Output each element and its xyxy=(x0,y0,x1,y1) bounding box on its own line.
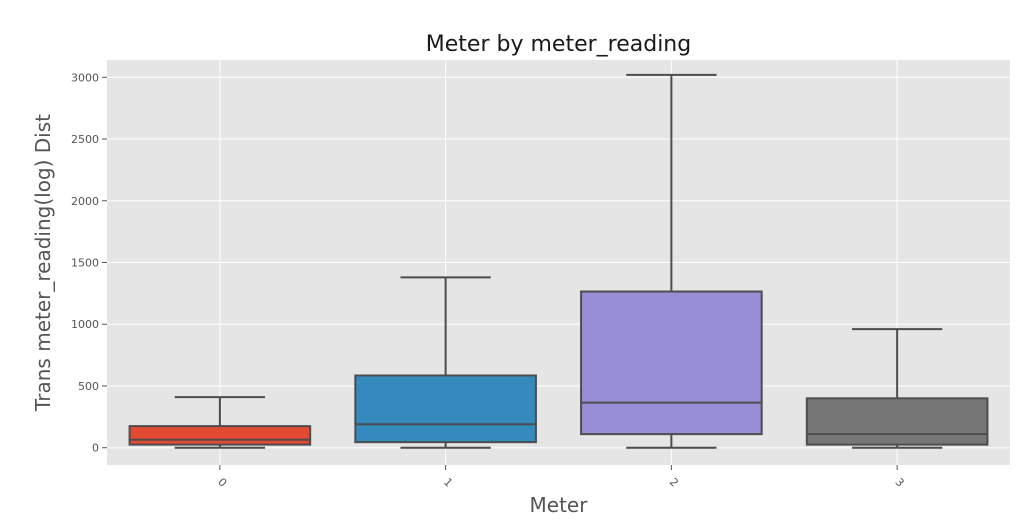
y-axis-label: Trans meter_reading(log) Dist xyxy=(31,114,55,412)
boxes xyxy=(128,73,989,449)
box-0 xyxy=(128,396,312,449)
x-tick-label: 3 xyxy=(893,475,907,489)
box-body xyxy=(580,290,763,436)
box-body xyxy=(128,425,312,446)
y-tick-label: 1500 xyxy=(71,257,99,270)
y-tick-label: 500 xyxy=(78,380,99,393)
x-tick-label: 0 xyxy=(215,475,229,489)
y-tick-label: 1000 xyxy=(71,318,99,331)
box-3 xyxy=(805,328,989,449)
x-tick-label: 2 xyxy=(667,475,681,489)
box-2 xyxy=(580,73,763,449)
y-tick-label: 2500 xyxy=(71,133,99,146)
y-tick-label: 2000 xyxy=(71,195,99,208)
box-body xyxy=(805,397,989,446)
x-axis-label: Meter xyxy=(530,493,589,517)
box-1 xyxy=(354,276,537,449)
y-tick-label: 0 xyxy=(92,442,99,455)
y-tick-label: 3000 xyxy=(71,71,99,84)
x-tick-label: 1 xyxy=(441,475,455,489)
chart-title: Meter by meter_reading xyxy=(426,32,691,57)
box-body xyxy=(354,374,537,444)
y-axis-ticks: 0 500 1000 1500 2000 2500 3000 xyxy=(71,71,107,455)
x-axis-ticks: 0 1 2 3 xyxy=(215,465,907,490)
